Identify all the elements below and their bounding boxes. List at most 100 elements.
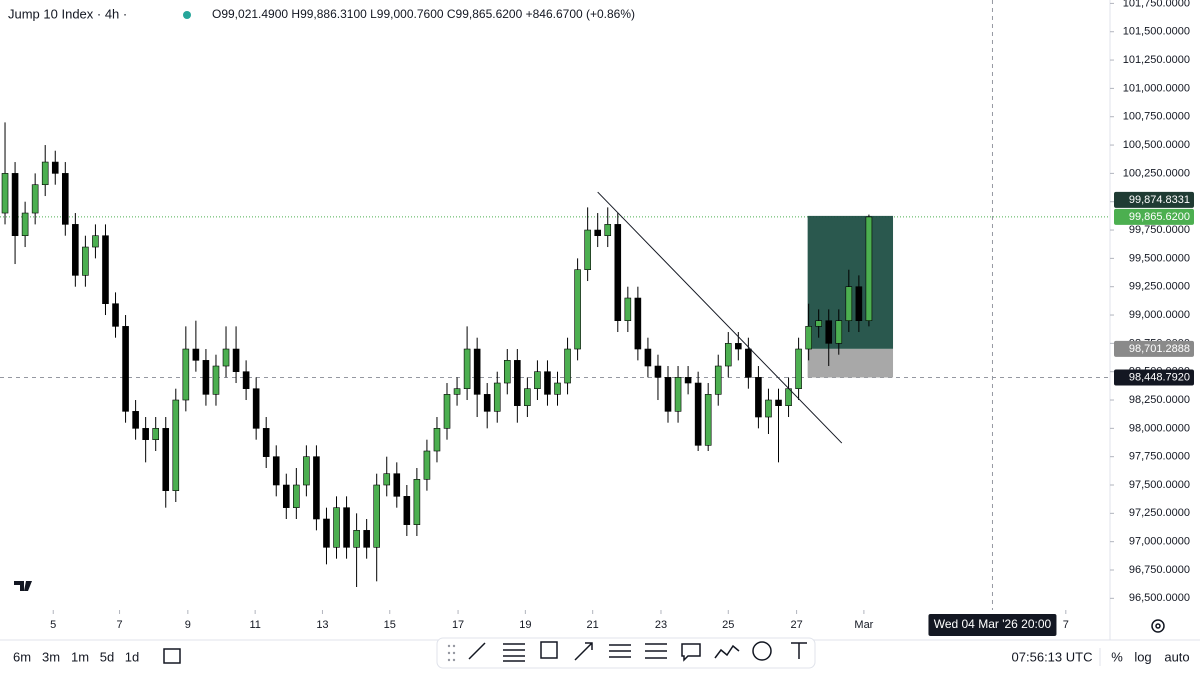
- candle-body: [102, 235, 109, 304]
- candle-body: [112, 303, 119, 327]
- y-tick-label: 99,000.0000: [1129, 309, 1190, 321]
- candle-body: [775, 399, 782, 406]
- auto-toggle[interactable]: auto: [1164, 649, 1189, 664]
- settings-gear[interactable]: [1151, 619, 1165, 633]
- candle-body: [554, 382, 561, 395]
- candle-body: [765, 399, 772, 418]
- range-button[interactable]: 5d: [100, 649, 114, 664]
- candle-body: [303, 456, 310, 486]
- x-tick-label: 23: [655, 619, 667, 631]
- arrow-tool[interactable]: [574, 642, 593, 661]
- x-tick-label: 9: [185, 619, 191, 631]
- trend-line[interactable]: [597, 191, 843, 444]
- pattern-tool[interactable]: [714, 644, 740, 659]
- candle-body: [262, 428, 270, 457]
- y-tick-label: 101,500.0000: [1123, 26, 1190, 38]
- candle-body: [724, 343, 732, 367]
- candle-body: [323, 518, 330, 548]
- bottom-bar: 07:56:13 UTC % log auto 6m 3m 1m 5d 1d: [13, 648, 1190, 666]
- y-tick-label: 98,250.0000: [1129, 394, 1190, 406]
- candle-body: [393, 473, 401, 497]
- position-profit-zone[interactable]: [807, 215, 894, 349]
- x-tick-label: 25: [722, 619, 734, 631]
- y-tick-label: 98,000.0000: [1129, 422, 1190, 434]
- candle-body: [92, 235, 99, 248]
- y-tick-label: 97,750.0000: [1129, 451, 1190, 463]
- candle-body: [855, 286, 863, 321]
- candle-body: [815, 320, 822, 327]
- fib-tool[interactable]: [503, 643, 525, 662]
- candle-body: [172, 399, 180, 491]
- candle-body: [423, 450, 431, 480]
- range-button[interactable]: 1d: [125, 649, 139, 664]
- crosshair-time-box: [928, 614, 1057, 636]
- range-button[interactable]: 6m: [13, 649, 31, 664]
- note-tool[interactable]: [681, 643, 701, 662]
- y-tick-label: 101,750.0000: [1123, 0, 1190, 9]
- trend-line-tool[interactable]: [468, 642, 486, 660]
- crosshair-price-label-box: [1114, 369, 1194, 386]
- y-tick-label: 100,750.0000: [1123, 111, 1190, 123]
- candle-body: [132, 411, 139, 429]
- drawing-toolbar: [436, 637, 816, 669]
- crosshair-price-label: 98,448.7920: [1129, 371, 1190, 383]
- candle-body: [544, 371, 551, 395]
- range-button[interactable]: 1m: [71, 649, 89, 664]
- candle-body: [272, 456, 280, 486]
- candle-body: [514, 360, 521, 406]
- position-stop-zone[interactable]: [807, 348, 894, 378]
- text-tool[interactable]: [791, 642, 807, 659]
- y-tick-label: 97,250.0000: [1129, 507, 1190, 519]
- candle-body: [795, 348, 802, 389]
- entry-price-label: 98,701.2888: [1129, 343, 1190, 355]
- y-tick-label: 96,750.0000: [1129, 564, 1190, 576]
- candle-body: [453, 388, 461, 395]
- measure-tool[interactable]: [752, 641, 772, 661]
- candle-body: [524, 388, 531, 406]
- candle-body: [1, 173, 9, 214]
- candle-body: [162, 428, 170, 491]
- rectangle-tool[interactable]: [540, 641, 558, 659]
- toolbar-frame: [436, 637, 816, 669]
- range-button[interactable]: 3m: [42, 649, 60, 664]
- y-tick-label: 99,500.0000: [1129, 252, 1190, 264]
- candle-body: [694, 382, 702, 446]
- candle-body: [604, 224, 612, 237]
- candle-body: [41, 161, 49, 186]
- candle-body: [293, 484, 300, 508]
- y-tick-label: 97,000.0000: [1129, 536, 1190, 548]
- candle-body: [61, 173, 69, 225]
- target-price-label-box: [1114, 191, 1194, 208]
- entry-price-label-box: [1114, 340, 1194, 357]
- crosshair-time-label: Wed 04 Mar '26 20:00: [934, 617, 1052, 631]
- candle-body: [31, 184, 39, 214]
- clock[interactable]: 07:56:13 UTC: [1012, 649, 1093, 664]
- candle-body: [242, 371, 250, 389]
- candle-body: [343, 507, 350, 548]
- percent-toggle[interactable]: %: [1111, 649, 1123, 664]
- candle-body: [443, 394, 451, 429]
- position-tool[interactable]: [609, 644, 631, 658]
- symbol-title[interactable]: Jump 10 Index · 4h ·: [8, 6, 127, 21]
- candle-body: [363, 530, 370, 548]
- candle-body: [835, 320, 843, 344]
- y-tick-label: 96,500.0000: [1129, 592, 1190, 604]
- plot-area: [0, 0, 1110, 610]
- candle-body: [212, 365, 220, 395]
- candle-body: [11, 173, 19, 237]
- candle-body: [333, 507, 340, 548]
- candle-body: [865, 216, 873, 321]
- toolbar-handle[interactable]: [447, 644, 456, 662]
- last-price-label-box: [1114, 208, 1194, 225]
- candle-body: [755, 377, 762, 418]
- candle-body: [674, 377, 682, 412]
- tradingview-logo[interactable]: [14, 581, 32, 591]
- log-toggle[interactable]: log: [1134, 649, 1151, 664]
- candle-body: [463, 348, 471, 389]
- date-range-button[interactable]: [163, 648, 181, 664]
- candle-body: [222, 348, 230, 367]
- candle-body: [785, 388, 792, 406]
- pitchfork-tool[interactable]: [645, 643, 667, 659]
- y-tick-label: 97,500.0000: [1129, 479, 1190, 491]
- candle-body: [574, 269, 581, 350]
